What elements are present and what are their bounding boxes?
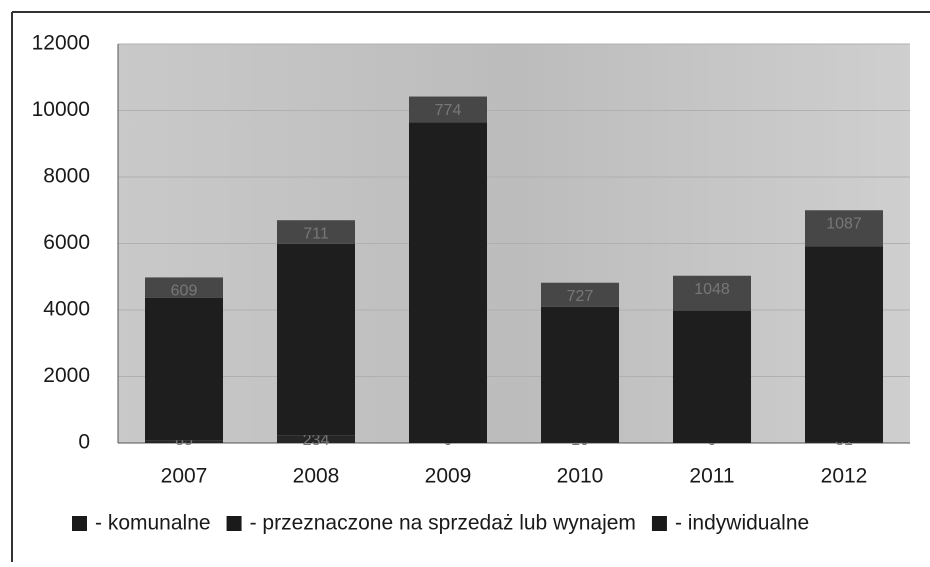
bar-segment — [673, 311, 751, 443]
legend-label: - komunalne — [95, 512, 211, 535]
legend-label: - indywidualne — [675, 512, 809, 535]
y-tick-label: 0 — [78, 431, 90, 454]
y-tick-label: 4000 — [43, 298, 90, 321]
y-tick-label: 2000 — [43, 364, 90, 387]
data-label: 711 — [303, 225, 329, 242]
bar-segment — [277, 244, 355, 435]
y-tick-label: 12000 — [32, 32, 90, 55]
data-label: 1087 — [826, 215, 862, 232]
data-label: 774 — [435, 102, 462, 119]
bar-segment — [805, 246, 883, 442]
bar-segment — [409, 122, 487, 443]
bar-segment — [541, 307, 619, 443]
y-tick-label: 8000 — [43, 165, 90, 188]
legend-swatch — [652, 516, 667, 531]
y-tick-label: 6000 — [43, 231, 90, 254]
legend-swatch — [227, 516, 242, 531]
bar-segment — [145, 298, 223, 441]
x-tick-label: 2012 — [821, 465, 868, 488]
y-tick-label: 10000 — [32, 98, 90, 121]
x-tick-label: 2010 — [557, 465, 604, 488]
legend-label: - przeznaczone na sprzedaż lub wynajem — [250, 512, 636, 535]
data-label: 1048 — [694, 281, 730, 298]
x-tick-label: 2008 — [293, 465, 340, 488]
data-label: 609 — [171, 283, 198, 300]
x-tick-label: 2009 — [425, 465, 472, 488]
data-label: 727 — [567, 288, 594, 305]
x-tick-label: 2011 — [689, 465, 734, 488]
x-tick-label: 2007 — [161, 465, 208, 488]
legend-swatch — [72, 516, 87, 531]
